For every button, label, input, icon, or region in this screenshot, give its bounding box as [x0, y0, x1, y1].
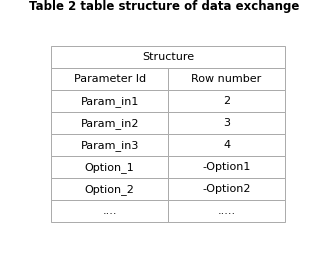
- Bar: [168, 134, 285, 156]
- Text: Parameter Id: Parameter Id: [73, 74, 146, 84]
- Bar: [168, 112, 285, 134]
- Text: 3: 3: [223, 118, 230, 128]
- Bar: [51, 156, 168, 178]
- Bar: [51, 112, 168, 134]
- Bar: [51, 90, 168, 112]
- Text: Row number: Row number: [192, 74, 262, 84]
- Text: 2: 2: [223, 96, 230, 106]
- Text: Structure: Structure: [142, 52, 194, 62]
- Text: ....: ....: [102, 206, 117, 216]
- Bar: [51, 200, 168, 222]
- Bar: [51, 68, 168, 90]
- Text: .....: .....: [217, 206, 236, 216]
- Text: Param_in1: Param_in1: [80, 96, 139, 107]
- Bar: [51, 46, 285, 68]
- Text: Param_in3: Param_in3: [80, 140, 139, 151]
- Bar: [51, 178, 168, 200]
- Text: -Option2: -Option2: [202, 184, 251, 194]
- Bar: [168, 200, 285, 222]
- Text: 4: 4: [223, 140, 230, 150]
- Bar: [168, 68, 285, 90]
- Bar: [168, 90, 285, 112]
- Bar: [51, 134, 168, 156]
- Text: -Option1: -Option1: [202, 162, 251, 172]
- Text: Param_in2: Param_in2: [80, 118, 139, 129]
- Bar: [168, 178, 285, 200]
- Text: Table 2 table structure of data exchange: Table 2 table structure of data exchange: [29, 0, 299, 13]
- Text: Option_2: Option_2: [85, 184, 134, 195]
- Bar: [168, 156, 285, 178]
- Text: Option_1: Option_1: [85, 162, 134, 173]
